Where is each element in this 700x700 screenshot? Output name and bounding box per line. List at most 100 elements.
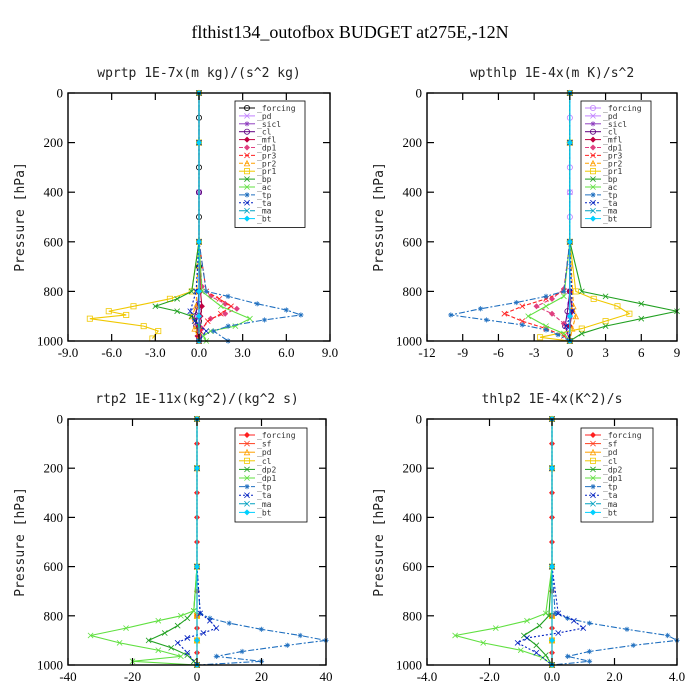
data-point <box>155 328 162 335</box>
y-tick-label: 800 <box>403 608 423 623</box>
series-line-ac <box>527 93 571 342</box>
data-point <box>225 293 231 299</box>
data-point <box>578 330 585 337</box>
legend-marker <box>589 136 597 143</box>
data-point <box>517 647 524 654</box>
legend-entry: _dp1 <box>603 474 622 483</box>
data-point <box>519 303 526 310</box>
data-point <box>247 315 253 322</box>
legend-marker <box>243 128 250 135</box>
data-point <box>168 644 175 651</box>
data-point <box>177 612 184 619</box>
data-point <box>188 288 195 295</box>
data-point <box>566 313 573 320</box>
data-point <box>184 615 191 622</box>
data-point <box>568 325 576 332</box>
legend-marker <box>589 159 597 167</box>
legend-marker <box>590 184 596 190</box>
data-point <box>225 323 231 329</box>
series-line-dp2 <box>522 419 553 666</box>
y-tick-label: 800 <box>403 284 423 299</box>
data-point <box>586 648 593 655</box>
legend-entry: _pr2 <box>257 159 276 168</box>
data-point <box>548 465 556 472</box>
legend-marker <box>243 448 251 456</box>
legend-entry: _tp <box>603 483 618 492</box>
data-point <box>193 465 201 472</box>
y-tick-label: 200 <box>403 135 423 150</box>
legend-marker <box>589 215 597 222</box>
y-tick-label: 600 <box>403 234 423 249</box>
legend-entry: _ta <box>257 491 272 500</box>
data-point <box>184 635 191 641</box>
x-tick-label: 3.0 <box>235 345 251 360</box>
legend-marker <box>244 500 250 507</box>
data-point <box>195 288 203 295</box>
data-point <box>207 315 214 322</box>
data-point <box>130 303 137 310</box>
legend-entry: _tp <box>257 483 272 492</box>
legend-marker <box>244 176 250 182</box>
data-point <box>563 323 570 330</box>
series-group <box>87 415 329 669</box>
series-line-pr3 <box>502 93 571 342</box>
y-tick-label: 200 <box>403 461 423 476</box>
legend-marker <box>244 484 250 490</box>
legend-entry: _bt <box>603 508 618 517</box>
data-point <box>542 652 549 659</box>
data-point <box>190 607 197 614</box>
panel-2: wpthlp 1E-4x(m K)/s^2 Pressure [hPa] -12 -9… <box>372 66 680 360</box>
data-point <box>284 642 290 648</box>
legend-marker <box>590 466 596 473</box>
legend-entry: _sicl <box>603 120 627 129</box>
data-point <box>216 295 223 302</box>
data-point <box>561 293 567 300</box>
legend-marker <box>590 168 597 175</box>
legend-entry: _pr3 <box>603 151 622 160</box>
data-point <box>572 312 580 320</box>
y-tick-label: 1000 <box>37 658 63 673</box>
x-tick-label: 6 <box>638 345 645 360</box>
legend-marker <box>590 152 596 159</box>
y-axis-label: Pressure [hPa] <box>13 487 28 597</box>
data-point <box>239 648 245 655</box>
data-point <box>123 625 129 631</box>
data-point <box>543 303 549 310</box>
figure-title: flthist134_outofbox BUDGET at275E,-12N <box>191 22 508 42</box>
legend-entry: _ma <box>257 207 272 216</box>
data-point <box>566 238 573 245</box>
data-point <box>188 313 195 320</box>
data-point <box>513 299 519 306</box>
data-point <box>561 333 567 339</box>
data-point <box>514 639 521 646</box>
data-point <box>298 312 304 318</box>
legend-marker <box>243 509 251 516</box>
x-tick-label: 0.0 <box>544 669 560 684</box>
data-point <box>533 642 540 649</box>
data-point <box>228 303 234 310</box>
series-line-dp1 <box>535 93 571 342</box>
data-point <box>207 615 213 621</box>
data-point <box>548 295 556 302</box>
data-point <box>536 622 543 629</box>
series-line-tp <box>450 93 571 342</box>
legend-entry: _cl <box>603 128 618 137</box>
data-point <box>195 313 203 320</box>
data-point <box>480 639 487 646</box>
x-tick-label: -4.0 <box>417 669 438 684</box>
panel-title: thlp2 1E-4x(K^2)/s <box>482 392 623 407</box>
y-tick-label: 1000 <box>396 334 422 349</box>
data-point <box>187 308 194 315</box>
data-point <box>116 639 123 646</box>
legend-entry: _ta <box>603 199 618 208</box>
data-point <box>483 317 490 323</box>
y-tick-label: 800 <box>44 608 64 623</box>
series-line-tp <box>196 419 327 666</box>
legend-marker <box>589 509 597 516</box>
legend-entry: _cl <box>257 128 272 137</box>
legend-entry: _sf <box>257 440 272 449</box>
legend-entry: _forcing <box>603 104 642 113</box>
x-tick-label: 2.0 <box>606 669 622 684</box>
legend-entry: _tp <box>603 191 618 200</box>
legend-marker <box>243 159 251 167</box>
